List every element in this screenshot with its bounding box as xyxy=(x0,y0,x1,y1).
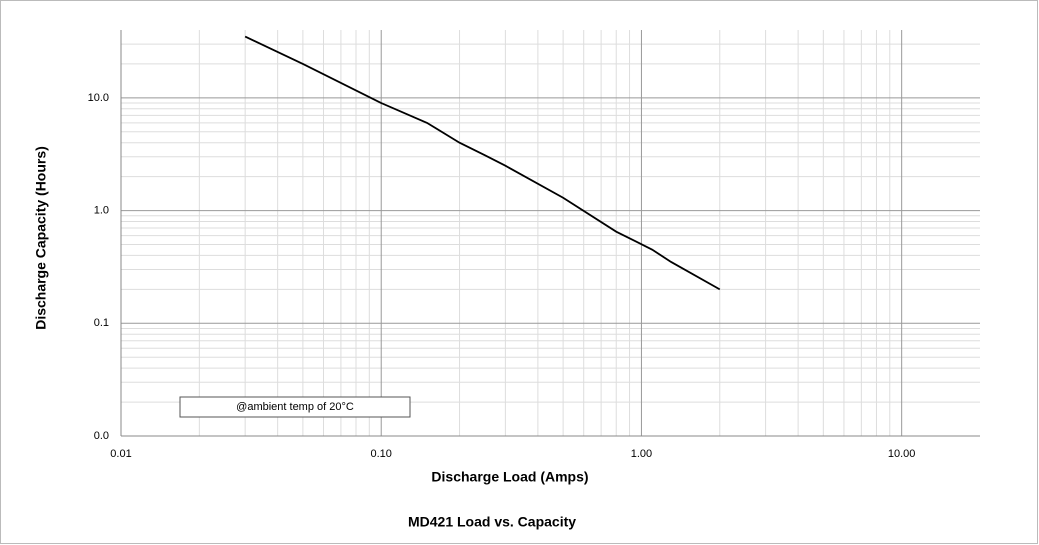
x-tick-label: 1.00 xyxy=(631,448,652,460)
chart-title: MD421 Load vs. Capacity xyxy=(408,514,576,530)
annotation: @ambient temp of 20°C xyxy=(236,401,354,413)
annotation-box xyxy=(179,396,411,418)
y-tick-label: 10.0 xyxy=(88,92,109,104)
y-tick-label: 0.0 xyxy=(94,430,109,442)
x-axis-label: Discharge Load (Amps) xyxy=(431,469,588,485)
data-line xyxy=(244,35,721,291)
x-tick-label: 0.01 xyxy=(110,448,131,460)
x-tick-label: 10.00 xyxy=(888,448,916,460)
y-axis-label: Discharge Capacity (Hours) xyxy=(33,146,49,330)
plot-area xyxy=(121,30,980,436)
x-tick-label: 0.10 xyxy=(371,448,392,460)
y-tick-label: 0.1 xyxy=(94,317,109,329)
y-tick-label: 1.0 xyxy=(94,204,109,216)
